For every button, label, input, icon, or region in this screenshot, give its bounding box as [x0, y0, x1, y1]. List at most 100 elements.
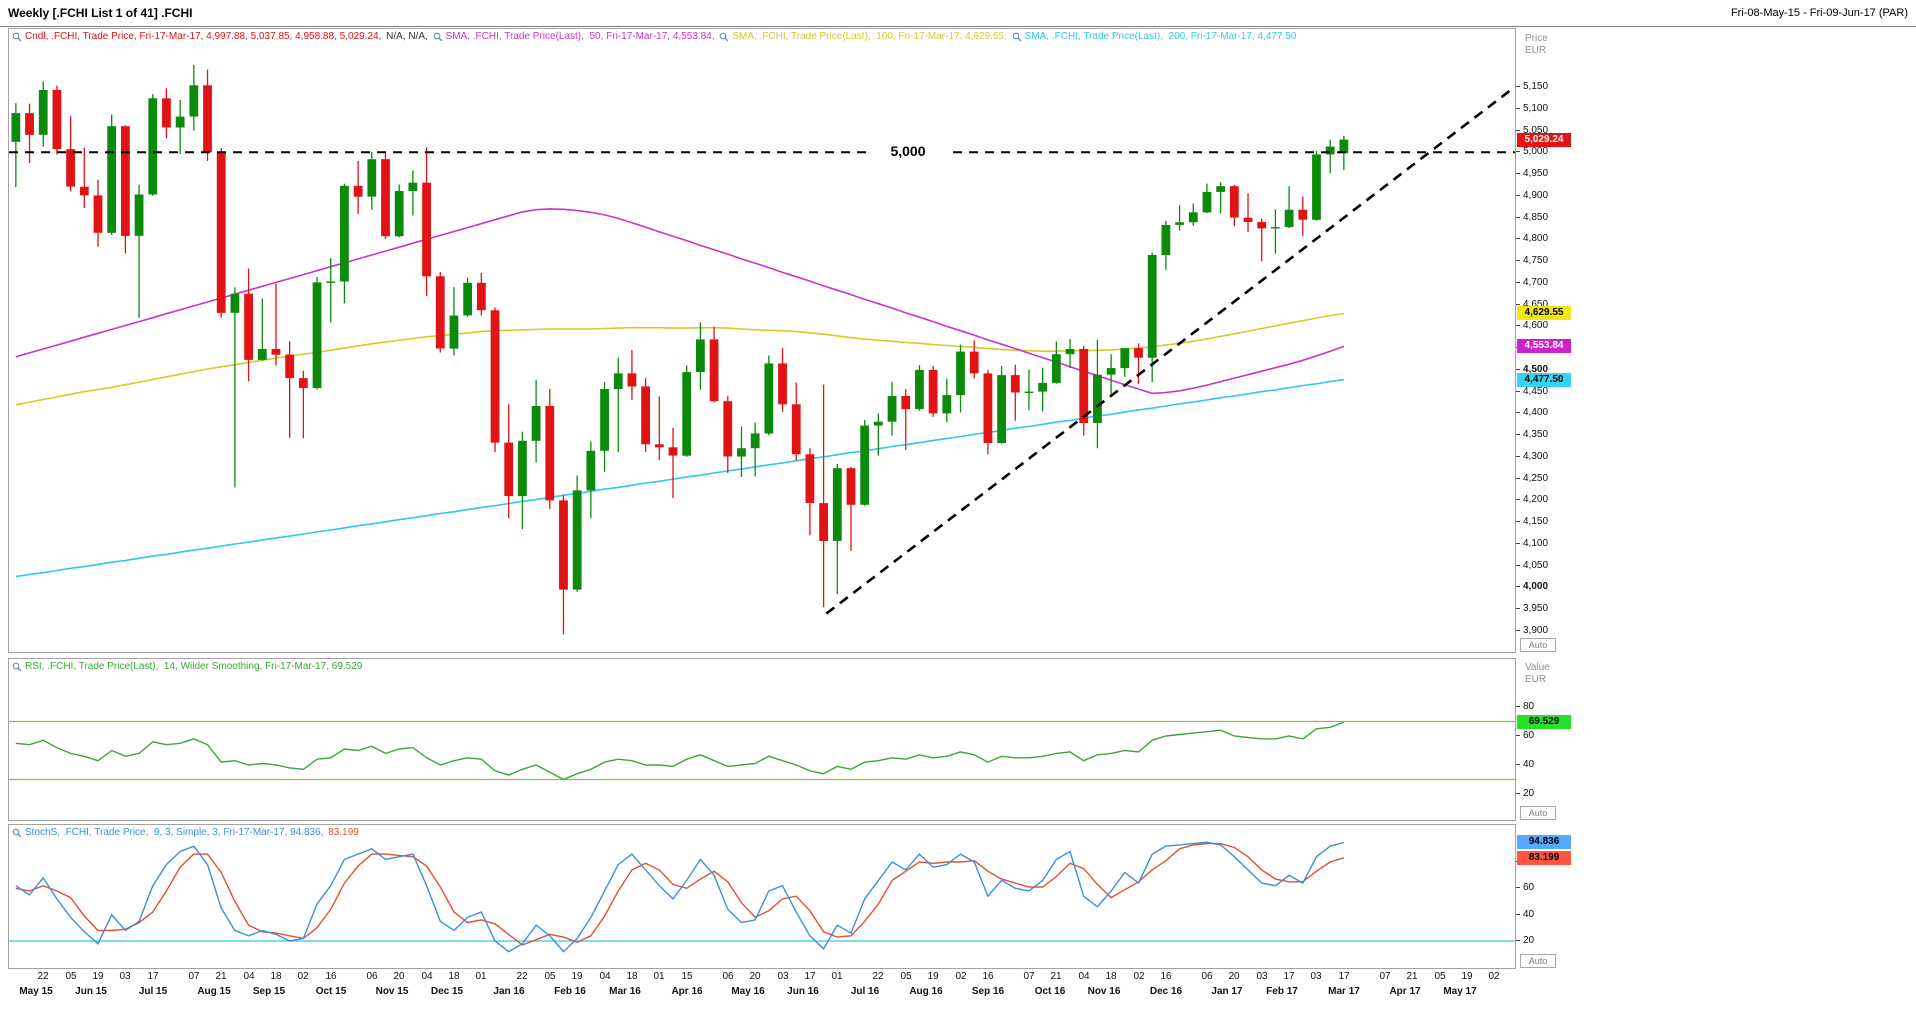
price-panel-legend[interactable]: Cndl, .FCHI, Trade Price, Fri-17-Mar-17,…: [12, 31, 1296, 42]
candle-down: [709, 339, 719, 402]
time-axis-day-label: 03: [777, 971, 789, 982]
time-axis-day-label: 04: [1078, 971, 1090, 982]
candle-up: [38, 90, 48, 135]
axis-tick-label: 4,950: [1516, 168, 1548, 180]
candle-up: [600, 389, 609, 451]
price-chart-canvas[interactable]: [9, 29, 1515, 652]
time-axis-month-label: Sep 15: [252, 986, 286, 997]
axis-value-badge: 4,629.55: [1517, 306, 1571, 320]
candle-down: [641, 386, 651, 445]
axis-value-badge: 83.199: [1517, 851, 1571, 865]
stoch-axis-auto-button[interactable]: Auto: [1520, 954, 1556, 968]
axis-tick-mark: [1516, 455, 1520, 457]
axis-tick-mark: [1516, 498, 1520, 500]
stoch-chart-canvas[interactable]: [9, 825, 1515, 968]
time-axis-day-label: 03: [1310, 971, 1322, 982]
candle-up: [942, 395, 952, 414]
sma100-legend-text: SMA, .FCHI, Trade Price(Last), 100, Fri-…: [732, 31, 1010, 42]
level-5000-label: 5,000: [868, 142, 948, 160]
candle-up: [449, 315, 459, 349]
price-axis-auto-button[interactable]: Auto: [1520, 638, 1556, 652]
sma50-line: [15, 208, 1345, 395]
axis-tick-label: 4,900: [1516, 190, 1548, 202]
time-axis-day-label: 20: [749, 971, 761, 982]
time-axis-month-label: Apr 17: [1389, 986, 1421, 997]
candle-down: [162, 98, 171, 128]
time-axis-month-label: Apr 16: [671, 986, 703, 997]
candle-up: [737, 448, 746, 457]
axis-tick-mark: [1516, 477, 1520, 479]
time-axis-day-label: 19: [1461, 971, 1473, 982]
time-axis-day-label: 21: [1050, 971, 1062, 982]
rsi-chart-canvas[interactable]: [9, 659, 1515, 820]
axis-tick-label: 80: [1516, 701, 1534, 713]
rsi-panel: [8, 658, 1516, 821]
time-axis-day-label: 06: [366, 971, 378, 982]
axis-value-badge: 5,029.24: [1517, 133, 1571, 147]
candle-up: [1147, 255, 1157, 358]
candle-up: [887, 396, 897, 422]
legend-magnifier-icon: [1012, 32, 1022, 42]
candle-up: [832, 468, 842, 541]
candle-up: [915, 369, 924, 410]
axis-tick-label: 4,050: [1516, 560, 1548, 572]
sma200-legend-text: SMA, .FCHI, Trade Price(Last), 200, Fri-…: [1024, 31, 1297, 42]
time-axis-day-label: 03: [119, 971, 131, 982]
window-title: Weekly [.FCHI List 1 of 41] .FCHI: [8, 6, 193, 20]
candle-down: [1010, 375, 1020, 393]
candle-down: [545, 406, 555, 501]
price-axis-column[interactable]: Price EUR Value EUR Auto Auto Auto 3,900…: [1516, 0, 1596, 1022]
time-axis-month-label: Mar 16: [609, 986, 641, 997]
stoch-panel-legend[interactable]: StochS, .FCHI, Trade Price, 9, 3, Simple…: [12, 827, 359, 838]
axis-tick-mark: [1516, 542, 1520, 544]
candle-up: [860, 425, 870, 505]
axis-tick-mark: [1516, 763, 1520, 765]
time-axis-day-label: 06: [1201, 971, 1213, 982]
axis-tick-label: 20: [1516, 935, 1534, 947]
rsi-panel-legend[interactable]: RSI, .FCHI, Trade Price(Last), 14, Wilde…: [12, 661, 362, 672]
axis-tick-mark: [1516, 129, 1520, 131]
candle-down: [1243, 217, 1253, 222]
candle-up: [750, 433, 760, 449]
candle-up: [394, 191, 404, 237]
date-range: Fri-08-May-15 - Fri-09-Jun-17 (PAR): [1730, 7, 1908, 19]
candle-up: [1175, 222, 1184, 225]
candle-up: [1325, 146, 1335, 155]
candle-up: [956, 351, 965, 396]
time-axis-month-label: Jul 16: [850, 986, 880, 997]
time-axis-day-label: 04: [421, 971, 433, 982]
axis-tick-label: 20: [1516, 788, 1534, 800]
candle-down: [846, 468, 856, 505]
candle-up: [408, 182, 418, 191]
candle-up: [11, 113, 21, 142]
axis-tick-label: 5,000: [1516, 146, 1548, 158]
axis-tick-mark: [1516, 259, 1520, 261]
rsi-axis-auto-button[interactable]: Auto: [1520, 806, 1556, 820]
candle-down: [805, 454, 815, 503]
candle-up: [257, 349, 267, 360]
time-axis-month-label: Nov 15: [375, 986, 409, 997]
stoch-d-legend-text: 83.199: [328, 827, 359, 838]
candle-up: [682, 372, 692, 456]
time-axis-day-label: 04: [243, 971, 255, 982]
time-axis-month-label: May 17: [1443, 986, 1477, 997]
candle-down: [654, 444, 664, 448]
time-axis-month-label: Feb 17: [1266, 986, 1298, 997]
legend-magnifier-icon: [433, 32, 443, 42]
axis-value-badge: 4,477.50: [1517, 373, 1571, 387]
axis-tick-label: 4,800: [1516, 233, 1548, 245]
candle-down: [559, 500, 568, 590]
axis-tick-mark: [1516, 107, 1520, 109]
candle-up: [107, 126, 117, 233]
axis-tick-mark: [1516, 705, 1520, 707]
time-axis-month-label: Jan 17: [1211, 986, 1243, 997]
candle-up: [189, 85, 199, 117]
candle-up: [1065, 349, 1075, 355]
axis-tick-label: 5,150: [1516, 81, 1548, 93]
time-axis-day-label: 21: [1406, 971, 1418, 982]
axis-tick-label: 40: [1516, 759, 1534, 771]
stoch-k-line: [15, 841, 1345, 953]
legend-magnifier-icon: [12, 662, 22, 672]
time-axis-month-label: Oct 15: [315, 986, 347, 997]
time-axis-day-label: 02: [1133, 971, 1145, 982]
